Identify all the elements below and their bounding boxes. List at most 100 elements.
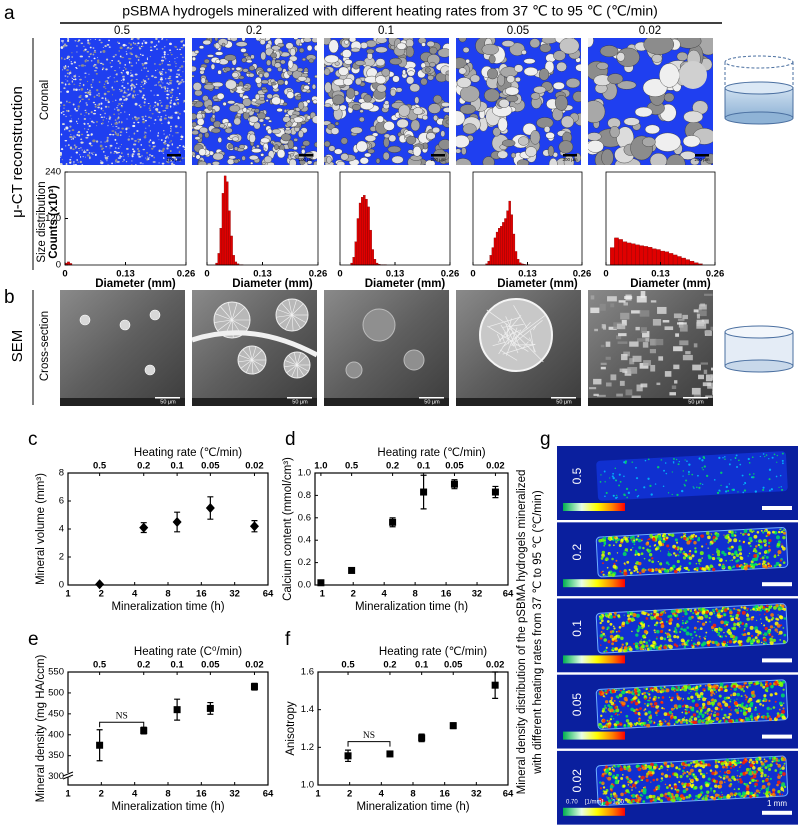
texture-speck [641, 611, 645, 615]
texture-blob [192, 154, 196, 158]
texture-speck [716, 557, 719, 560]
texture-blob [104, 156, 109, 160]
texture-blob [127, 153, 129, 156]
texture-line [291, 364, 298, 377]
texture-speck [712, 641, 715, 644]
texture-speck [634, 701, 639, 706]
texture-speck [663, 712, 668, 716]
texture-speck [676, 692, 679, 696]
texture-speck [749, 768, 752, 770]
x-tick-label: 0 [204, 269, 209, 280]
texture-speck [686, 783, 690, 787]
texture-speck [688, 561, 692, 565]
texture-blob [251, 148, 262, 154]
texture-blob [623, 302, 628, 306]
texture-blob [107, 101, 110, 104]
texture-speck [737, 787, 741, 791]
texture-speck [616, 496, 619, 498]
texture-speck [679, 720, 684, 724]
texture-speck [708, 719, 713, 724]
texture-blob [63, 107, 65, 109]
texture-blob [350, 47, 361, 53]
texture-speck [626, 550, 629, 553]
texture-blob [138, 155, 142, 158]
texture-speck [609, 477, 611, 479]
texture-speck [745, 698, 747, 701]
texture-blob [134, 163, 137, 165]
texture-blob [556, 61, 567, 72]
texture-blob [141, 42, 144, 45]
texture-blob [124, 111, 126, 113]
texture-speck [627, 724, 631, 728]
texture-blob [144, 98, 147, 101]
texture-speck [680, 795, 682, 798]
texture-speck [620, 689, 622, 692]
texture-blob [113, 113, 116, 116]
texture-blob [166, 96, 169, 99]
texture-blob [192, 101, 197, 105]
texture-blob [174, 125, 178, 128]
texture-blob [111, 94, 113, 96]
texture-speck [634, 553, 637, 556]
texture-blob [210, 63, 216, 70]
texture-speck [743, 489, 747, 492]
texture-blob [114, 81, 116, 83]
texture-blob [623, 117, 640, 126]
texture-speck [612, 472, 615, 475]
texture-blob [83, 118, 87, 120]
texture-speck [760, 772, 762, 775]
texture-speck [675, 797, 679, 801]
texture-speck [686, 460, 688, 462]
texture-blob [192, 56, 196, 61]
texture-speck [752, 550, 755, 552]
texture-blob [312, 99, 317, 104]
histogram-bar [367, 206, 370, 266]
texture-blob [617, 341, 628, 344]
texture-line [251, 349, 263, 361]
texture-speck [740, 606, 743, 609]
texture-speck [608, 616, 610, 618]
texture-blob [124, 64, 127, 66]
histogram-bar [639, 245, 644, 266]
texture-blob [79, 95, 82, 98]
texture-blob [131, 153, 135, 155]
texture-blob [179, 126, 182, 128]
texture-blob [696, 322, 707, 329]
texture-blob [120, 143, 123, 146]
texture-blob [159, 78, 163, 81]
texture-blob [383, 133, 391, 139]
texture-blob [142, 120, 145, 124]
texture-blob [350, 126, 363, 134]
texture-blob [224, 66, 231, 72]
texture-speck [691, 644, 694, 647]
texture-blob [162, 110, 165, 112]
texture-speck [714, 706, 719, 711]
texture-speck [608, 553, 611, 556]
texture-speck [730, 719, 733, 723]
texture-speck [714, 759, 718, 763]
texture-speck [612, 774, 616, 778]
texture-speck [701, 706, 705, 709]
texture-speck [710, 790, 712, 792]
texture-speck [722, 700, 726, 704]
texture-speck [648, 537, 651, 541]
y-tick-label: 120 [45, 213, 61, 224]
texture-speck [679, 718, 682, 721]
texture-blob [154, 118, 157, 121]
texture-speck [705, 610, 709, 614]
histogram-bar [234, 261, 238, 266]
texture-speck [782, 561, 786, 564]
texture-blob [659, 63, 680, 88]
texture-blob [99, 144, 103, 148]
texture-speck [614, 780, 619, 785]
texture-blob [432, 126, 441, 134]
texture-speck [761, 784, 766, 789]
texture-speck [707, 568, 711, 571]
texture-blob [127, 155, 129, 157]
texture-blob [442, 107, 449, 113]
texture-speck [779, 638, 782, 641]
texture-speck [777, 789, 781, 794]
texture-blob [640, 327, 647, 334]
texture-blob [656, 382, 661, 386]
texture-blob [96, 125, 98, 127]
